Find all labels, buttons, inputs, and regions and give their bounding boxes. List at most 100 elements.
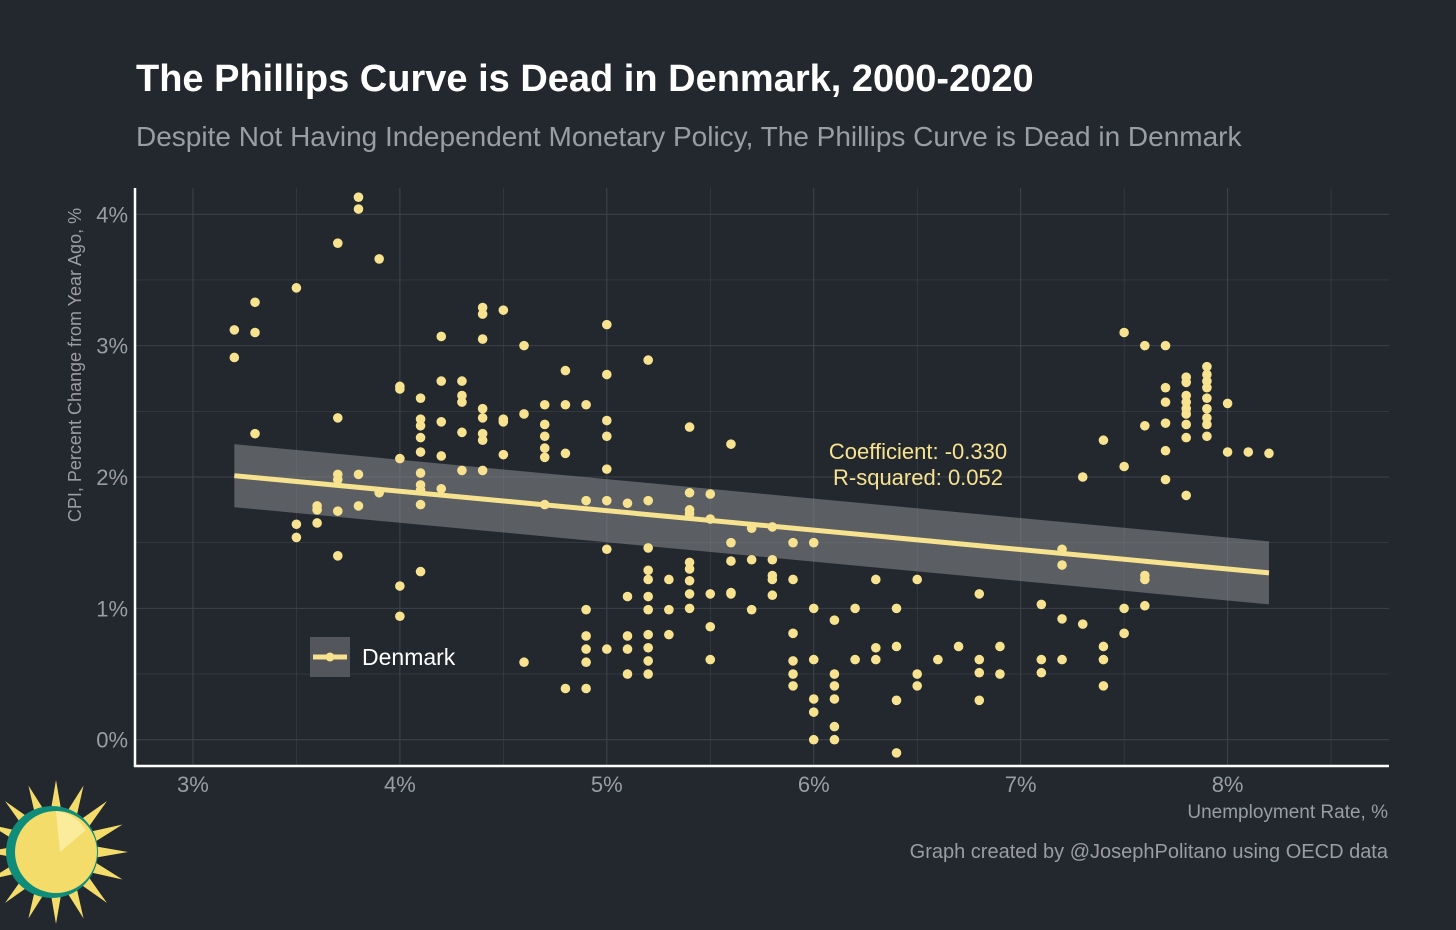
sun-ray xyxy=(80,876,107,903)
data-point xyxy=(808,707,819,717)
data-point xyxy=(643,669,653,679)
data-point xyxy=(519,340,529,351)
data-point xyxy=(912,669,922,679)
data-point xyxy=(684,575,695,586)
data-point xyxy=(643,604,653,615)
data-point xyxy=(291,532,302,543)
data-point xyxy=(602,495,612,506)
data-point xyxy=(457,376,467,386)
data-point xyxy=(436,331,447,342)
data-point xyxy=(767,574,778,585)
data-point xyxy=(643,565,653,576)
data-point xyxy=(767,554,778,565)
data-point xyxy=(1077,619,1088,629)
data-point xyxy=(415,468,426,478)
sun-ray xyxy=(90,862,123,880)
data-point xyxy=(1181,377,1192,388)
data-point xyxy=(415,447,426,457)
data-point xyxy=(560,683,571,694)
data-point xyxy=(395,384,405,394)
data-point xyxy=(519,409,529,419)
data-point xyxy=(1202,431,1212,442)
source-caption: Graph created by @JosephPolitano using O… xyxy=(909,841,1388,863)
data-point xyxy=(1202,369,1212,380)
data-point xyxy=(705,589,716,599)
data-point xyxy=(726,589,736,599)
data-point xyxy=(829,734,840,745)
data-point xyxy=(539,431,550,442)
data-point xyxy=(457,427,467,438)
data-point xyxy=(395,453,405,464)
data-point xyxy=(312,505,322,515)
data-point xyxy=(539,443,550,453)
data-point xyxy=(1181,409,1192,419)
data-point xyxy=(891,695,902,706)
data-point xyxy=(705,489,716,499)
data-point xyxy=(1057,654,1067,665)
data-point xyxy=(1264,448,1274,459)
y-tick-label: 2% xyxy=(96,465,128,490)
data-point xyxy=(560,448,571,459)
data-point xyxy=(374,254,384,264)
data-point xyxy=(581,683,591,694)
data-point xyxy=(1160,418,1171,428)
data-point xyxy=(622,591,633,602)
data-point xyxy=(953,641,964,652)
data-point xyxy=(829,615,840,625)
data-point xyxy=(1077,472,1088,482)
data-point xyxy=(1098,641,1109,652)
data-point xyxy=(332,474,343,485)
data-point xyxy=(332,238,343,248)
data-point xyxy=(581,657,591,668)
data-point xyxy=(788,656,798,666)
data-point xyxy=(1140,574,1150,585)
sun-ray xyxy=(80,801,107,828)
data-point xyxy=(974,654,985,665)
data-point xyxy=(1098,681,1109,691)
data-point xyxy=(684,557,695,568)
data-point xyxy=(726,439,736,449)
data-point xyxy=(746,554,757,565)
data-point xyxy=(477,435,488,446)
data-point xyxy=(332,551,343,561)
data-point xyxy=(767,590,778,601)
data-point xyxy=(602,431,612,442)
data-point xyxy=(1160,445,1171,456)
data-point xyxy=(477,309,488,319)
axes xyxy=(133,188,1389,768)
data-point xyxy=(1140,340,1150,351)
coefficient-annotation: Coefficient: -0.330 xyxy=(829,439,1007,464)
data-point xyxy=(1119,628,1129,639)
data-point xyxy=(726,537,736,548)
data-point xyxy=(726,556,736,566)
data-point xyxy=(519,657,529,668)
data-point xyxy=(622,498,633,509)
data-point xyxy=(1160,340,1171,351)
data-point xyxy=(829,694,840,704)
data-point xyxy=(229,325,240,335)
data-point xyxy=(871,574,881,585)
data-point xyxy=(581,604,591,615)
data-point xyxy=(705,621,716,632)
data-point xyxy=(498,417,509,427)
data-point xyxy=(684,564,695,574)
trend-line-group xyxy=(234,473,1270,576)
data-point xyxy=(457,397,467,407)
data-point xyxy=(415,414,426,425)
data-point xyxy=(1202,403,1212,414)
data-point xyxy=(477,334,488,344)
data-point xyxy=(995,641,1005,652)
data-point xyxy=(1036,599,1047,610)
data-point xyxy=(581,631,591,641)
data-point xyxy=(622,669,633,679)
data-point xyxy=(871,642,881,653)
data-point xyxy=(1181,390,1192,401)
data-point xyxy=(1202,361,1212,372)
data-point xyxy=(415,420,426,431)
sun-ray xyxy=(50,780,62,813)
data-point xyxy=(602,544,612,555)
data-point xyxy=(1202,393,1212,403)
y-tick-label: 4% xyxy=(96,202,128,227)
data-point xyxy=(415,393,426,403)
